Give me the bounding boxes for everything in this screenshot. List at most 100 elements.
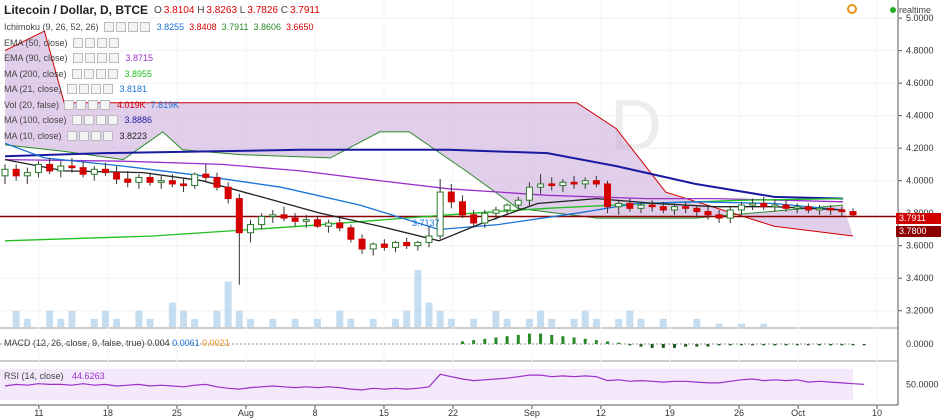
legend-settings-icon[interactable] xyxy=(108,37,119,48)
legend-settings-icon[interactable] xyxy=(84,53,95,63)
volume-bar xyxy=(592,318,600,327)
volume-bar xyxy=(581,310,589,327)
legend-settings-icon[interactable] xyxy=(96,53,107,63)
legend-buttons[interactable] xyxy=(66,84,113,94)
legend-settings-icon[interactable] xyxy=(78,84,89,94)
bullish-candle xyxy=(302,219,310,222)
rsi-label[interactable]: RSI (14, close) xyxy=(4,371,64,381)
legend-settings-icon[interactable] xyxy=(102,84,113,94)
bearish-candle xyxy=(659,206,667,211)
legend-settings-icon[interactable] xyxy=(66,130,77,141)
bearish-candle xyxy=(68,165,76,169)
legend-settings-icon[interactable] xyxy=(71,68,82,79)
legend-settings-icon[interactable] xyxy=(115,22,126,32)
volume-bar xyxy=(336,310,344,327)
legend-settings-icon[interactable] xyxy=(107,68,118,79)
bullish-candle xyxy=(369,243,377,250)
rsi-line xyxy=(4,373,865,391)
legend-buttons[interactable] xyxy=(72,53,119,63)
volume-bar xyxy=(369,318,377,327)
legend-settings-icon[interactable] xyxy=(83,115,94,125)
y-tick-label: 4.2000 xyxy=(906,143,934,153)
macd-histogram-bar xyxy=(572,337,576,344)
macd-histogram-bar xyxy=(795,344,799,346)
legend-settings-icon[interactable] xyxy=(90,130,101,141)
macd-histogram-bar xyxy=(717,344,721,346)
legend-row[interactable]: Vol (20, false) 4.019K 7.819K xyxy=(4,99,179,110)
volume-bar xyxy=(347,318,355,327)
macd-histogram-bar xyxy=(739,344,743,346)
legend-settings-icon[interactable] xyxy=(95,68,106,79)
bearish-candle xyxy=(79,167,87,175)
legend-settings-icon[interactable] xyxy=(78,130,89,141)
legend-label: Vol (20, false) xyxy=(4,99,60,110)
legend-row[interactable]: MA (21, close) 3.8181 xyxy=(4,84,147,94)
macd-histogram-bar xyxy=(751,344,755,346)
legend-buttons[interactable] xyxy=(103,22,150,32)
legend-settings-icon[interactable] xyxy=(139,22,150,32)
legend-settings-icon[interactable] xyxy=(66,84,77,94)
legend-settings-icon[interactable] xyxy=(108,53,119,63)
price-axis xyxy=(898,0,941,420)
realtime-dot-icon xyxy=(889,7,896,13)
legend-settings-icon[interactable] xyxy=(64,99,75,110)
legend-value: 3.7911 xyxy=(221,22,249,32)
legend-settings-icon[interactable] xyxy=(103,22,114,32)
bearish-candle xyxy=(291,217,299,222)
alert-icon[interactable] xyxy=(847,4,857,14)
y-tick-label: 3.6000 xyxy=(906,241,934,251)
symbol-title[interactable]: Litecoin / Dollar, D, BTCE xyxy=(4,3,149,17)
legend-row[interactable]: MA (10, close) 3.8223 xyxy=(4,130,147,141)
legend-settings-icon[interactable] xyxy=(96,37,107,48)
legend-buttons[interactable] xyxy=(64,99,111,110)
volume-bar xyxy=(313,318,321,327)
volume-bar xyxy=(737,323,745,327)
legend-buttons[interactable] xyxy=(66,130,113,141)
legend-buttons[interactable] xyxy=(72,37,119,48)
x-tick-label: 8 xyxy=(312,408,317,418)
legend-settings-icon[interactable] xyxy=(100,99,111,110)
macd-histogram-bar xyxy=(818,344,822,346)
legend-label: MA (200, close) xyxy=(4,68,67,79)
legend-settings-icon[interactable] xyxy=(71,115,82,125)
volume-bar xyxy=(470,318,478,327)
bearish-candle xyxy=(447,191,455,203)
legend-settings-icon[interactable] xyxy=(76,99,87,110)
macd-histogram-bar xyxy=(594,340,598,344)
legend-buttons[interactable] xyxy=(71,68,118,79)
volume-bar xyxy=(637,318,645,327)
legend-settings-icon[interactable] xyxy=(84,37,95,48)
legend-row[interactable]: EMA (90, close) 3.8715 xyxy=(4,53,153,63)
legend-row[interactable]: Ichimoku (9, 26, 52, 26) 3.8255 3.8408 3.79… xyxy=(4,22,314,32)
bearish-candle xyxy=(124,178,132,183)
bullish-candle xyxy=(246,224,254,234)
legend-row[interactable]: MA (200, close) 3.8955 xyxy=(4,68,152,79)
legend-settings-icon[interactable] xyxy=(95,115,106,125)
legend-settings-icon[interactable] xyxy=(72,53,83,63)
macd-legend: MACD (12, 26, close, 9, false, true) 0.0… xyxy=(4,338,230,348)
legend-settings-icon[interactable] xyxy=(102,130,113,141)
x-tick-label: Oct xyxy=(791,408,806,418)
legend-row[interactable]: EMA (50, close) xyxy=(4,37,121,48)
volume-bar xyxy=(570,318,578,327)
legend-row[interactable]: MA (100, close) 3.8886 xyxy=(4,115,152,125)
moving-average-line xyxy=(4,148,844,200)
macd-histogram-bar xyxy=(840,344,844,346)
macd-label[interactable]: MACD (12, 26, close, 9, false, true) xyxy=(4,338,145,348)
legend-settings-icon[interactable] xyxy=(72,37,83,48)
legend-value: 4.019K xyxy=(117,99,146,110)
legend-settings-icon[interactable] xyxy=(83,68,94,79)
legend-settings-icon[interactable] xyxy=(127,22,138,32)
legend-settings-icon[interactable] xyxy=(88,99,99,110)
volume-bar xyxy=(168,302,176,327)
macd-histogram-bar xyxy=(539,333,543,344)
legend-buttons[interactable] xyxy=(71,115,118,125)
rsi-tick-label: 50.0000 xyxy=(906,379,939,389)
x-tick-label: 11 xyxy=(34,408,43,418)
rsi-value: 44.6263 xyxy=(72,371,105,381)
legend-settings-icon[interactable] xyxy=(107,115,118,125)
bearish-candle xyxy=(46,163,54,172)
legend-settings-icon[interactable] xyxy=(90,84,101,94)
bearish-candle xyxy=(235,198,243,234)
macd-histogram-bar xyxy=(617,342,621,344)
